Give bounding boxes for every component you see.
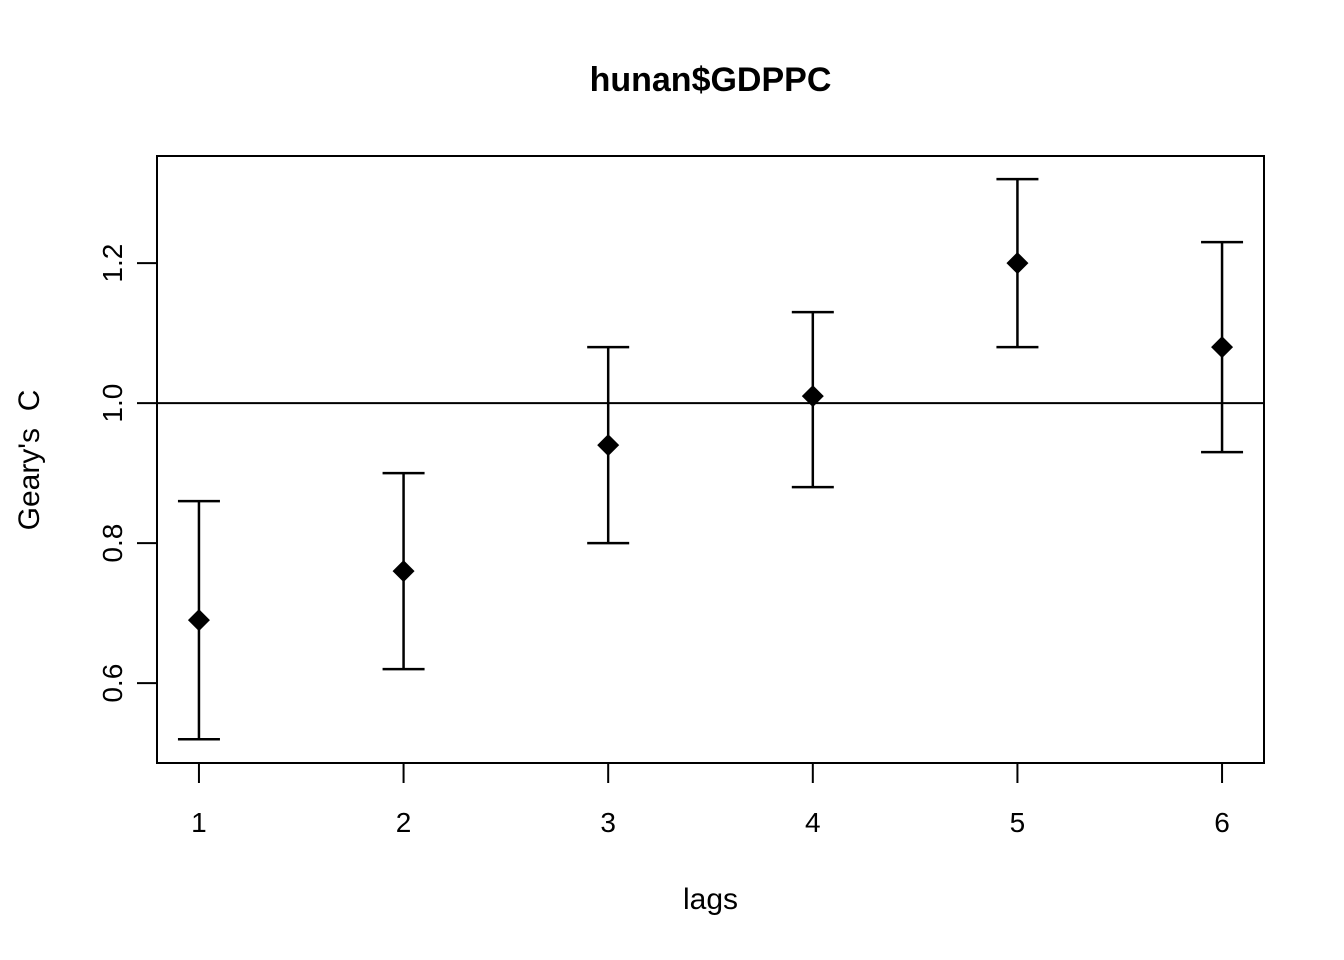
y-tick-label: 1.2 [97,244,128,283]
data-point-diamond [597,434,620,457]
y-tick-label: 0.8 [97,524,128,563]
data-point-diamond [392,560,415,583]
data-point-diamond [1006,252,1029,275]
x-tick-label: 1 [191,807,207,838]
x-tick-label: 5 [1010,807,1026,838]
x-tick-label: 6 [1214,807,1230,838]
data-point-diamond [801,385,824,408]
y-tick-label: 1.0 [97,384,128,423]
data-point-diamond [1211,336,1234,359]
x-axis-label: lags [682,883,739,916]
plot-border [156,155,1265,764]
data-point-diamond [187,609,210,632]
x-tick-label: 4 [805,807,821,838]
x-tick-label: 3 [600,807,616,838]
x-tick-label: 2 [396,807,412,838]
y-tick-label: 0.6 [97,664,128,703]
chart-title: hunan$GDPPC [589,61,832,99]
